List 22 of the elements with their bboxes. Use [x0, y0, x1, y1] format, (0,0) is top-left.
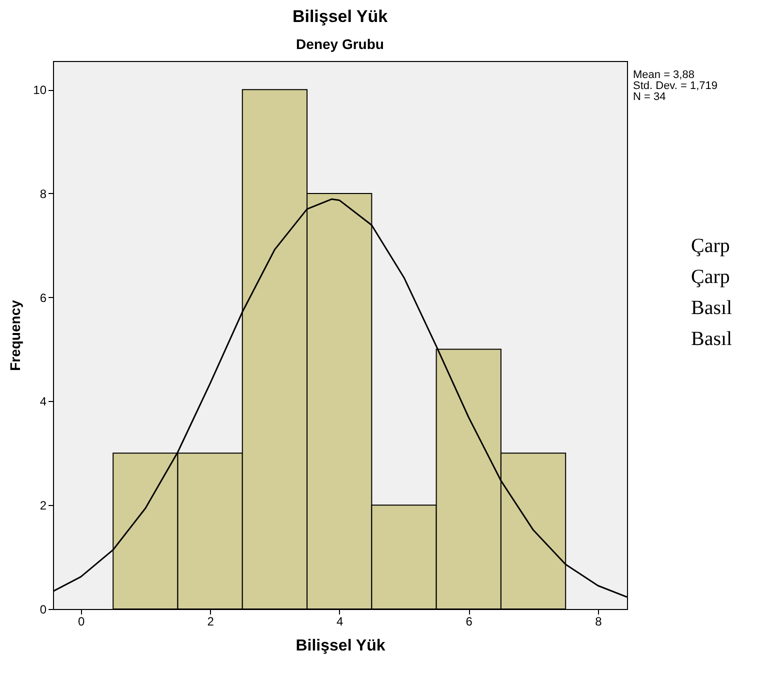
- text: Mean = 3,88: [633, 69, 694, 81]
- y-tick-label: 6: [40, 290, 47, 305]
- chart-title: Bilişsel Yük: [292, 7, 388, 26]
- x-tick-label: 4: [336, 614, 344, 628]
- y-axis-title: Frequency: [7, 300, 24, 371]
- x-tick-label: 0: [78, 614, 85, 628]
- text: Basıl: [691, 328, 733, 350]
- y-tick-label: 4: [40, 394, 47, 409]
- chart-subtitle: Deney Grubu: [296, 36, 384, 52]
- x-tick-label: 8: [595, 614, 602, 628]
- text: Basıl: [691, 297, 733, 319]
- y-tick-label: 8: [40, 186, 47, 201]
- x-tick-label: 2: [207, 614, 214, 628]
- text: Çarp: [691, 235, 730, 257]
- text: Std. Dev. = 1,719: [633, 80, 718, 92]
- y-tick-label: 2: [40, 498, 47, 513]
- y-tick-label: 10: [33, 83, 47, 98]
- x-axis-title: Bilişsel Yük: [296, 638, 386, 654]
- text: N = 34: [633, 91, 666, 103]
- text: Çarp: [691, 266, 730, 288]
- y-tick-label: 0: [40, 602, 47, 616]
- x-tick-label: 6: [466, 614, 473, 628]
